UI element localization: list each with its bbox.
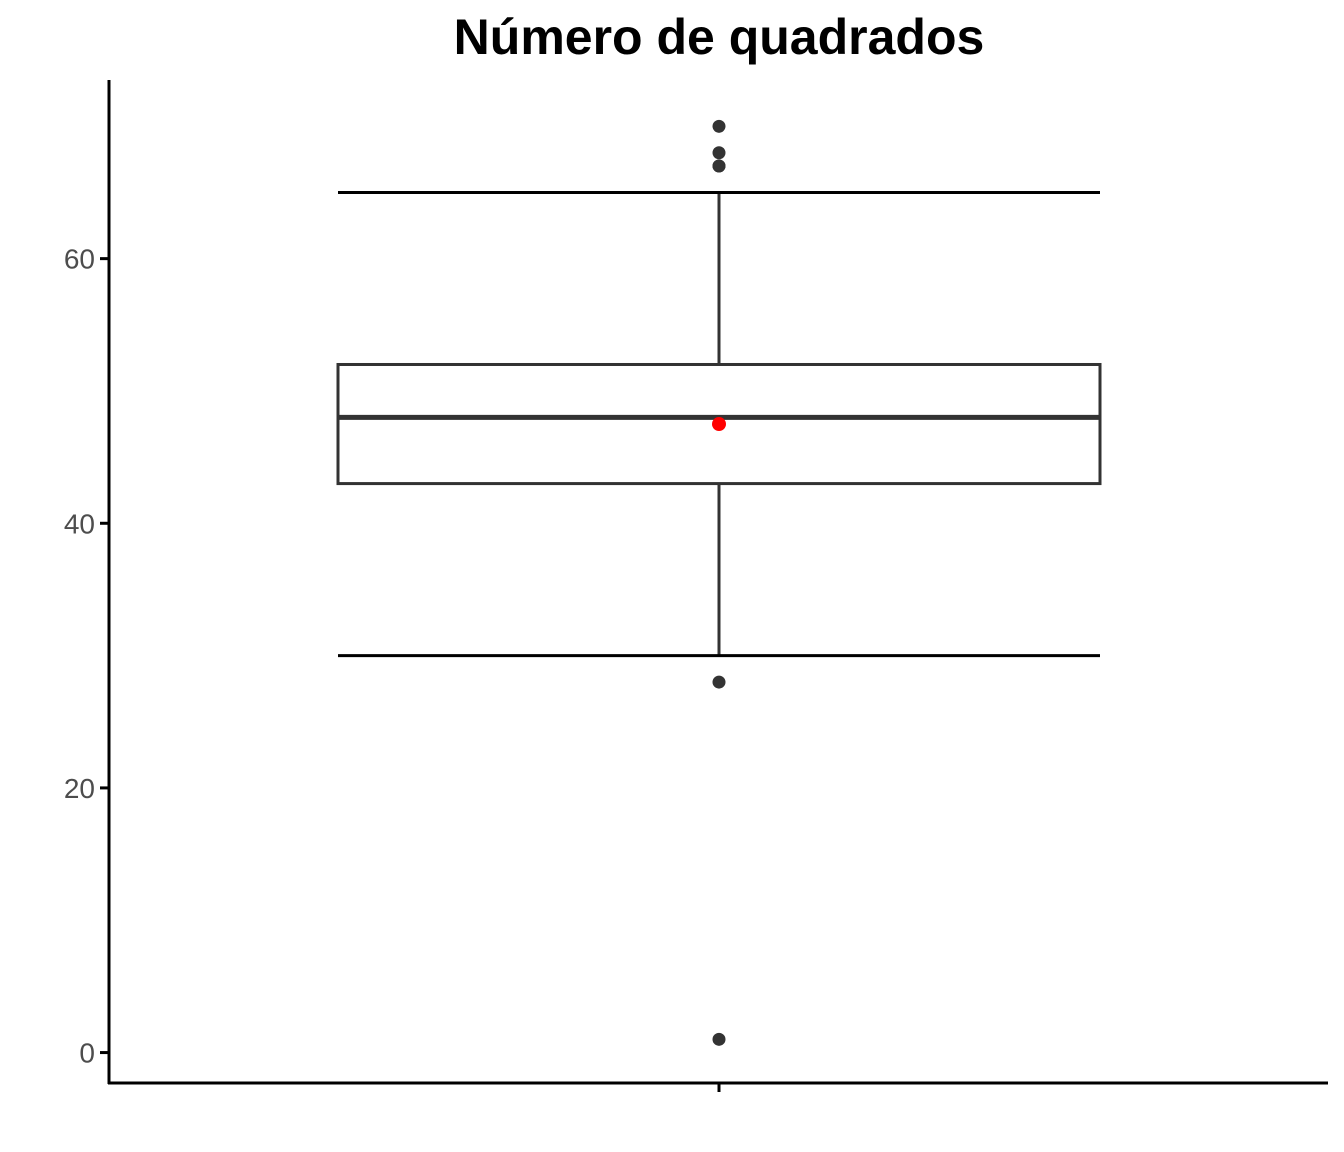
- outlier-point-5: [712, 1032, 726, 1046]
- y-tick-label-0: 0: [79, 1038, 95, 1069]
- y-tick-label-60: 60: [64, 244, 95, 275]
- y-tick-label-40: 40: [64, 508, 95, 539]
- outlier-point-0: [712, 119, 726, 133]
- outlier-point-1: [712, 146, 726, 160]
- chart-title: Número de quadrados: [454, 9, 985, 65]
- y-tick-label-20: 20: [64, 773, 95, 804]
- outlier-point-4: [712, 675, 726, 689]
- mean-point: [712, 417, 726, 432]
- plot-area: 0 20 40 60: [64, 80, 1328, 1092]
- outlier-point-3: [712, 159, 726, 173]
